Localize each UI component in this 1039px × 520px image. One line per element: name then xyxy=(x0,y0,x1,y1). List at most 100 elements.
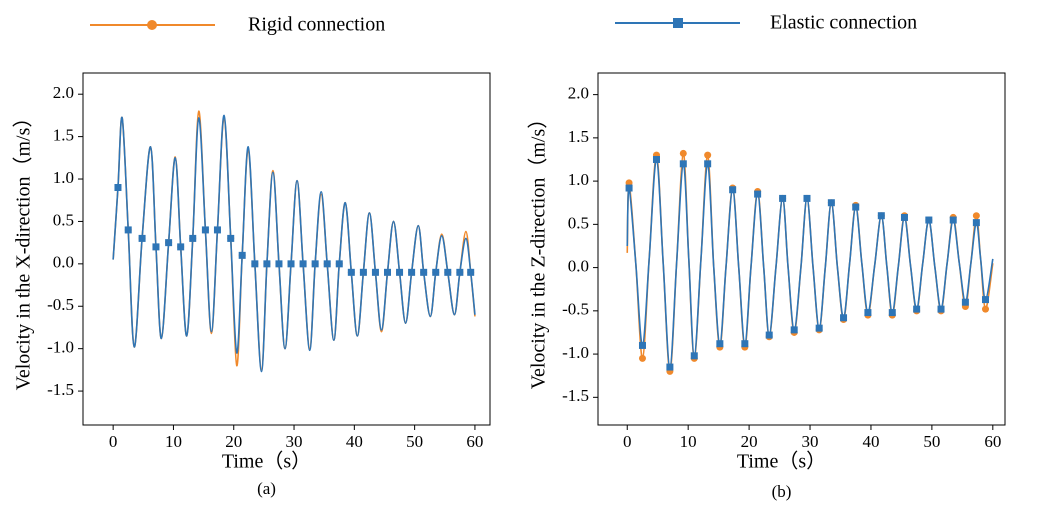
y-tick-label: 1.0 xyxy=(53,168,74,187)
x-tick-label: 60 xyxy=(984,432,1001,451)
marker xyxy=(114,184,122,192)
marker xyxy=(864,309,872,317)
marker xyxy=(396,268,404,276)
marker xyxy=(982,296,990,304)
marker xyxy=(467,268,475,276)
marker xyxy=(287,260,295,268)
marker xyxy=(359,268,367,276)
caption: (b) xyxy=(772,482,792,501)
marker xyxy=(840,314,848,322)
marker xyxy=(347,268,355,276)
marker xyxy=(704,151,712,159)
marker xyxy=(432,268,440,276)
y-tick-label: -1.0 xyxy=(562,343,589,362)
x-tick-label: 20 xyxy=(741,432,758,451)
x-tick-label: 50 xyxy=(406,432,423,451)
marker xyxy=(238,251,246,259)
plot-frame xyxy=(82,72,491,426)
marker xyxy=(972,219,980,227)
marker xyxy=(877,212,885,220)
marker xyxy=(227,234,235,242)
chart: -1.5 -1.0 -0.5 0.0 0.5 1.0 1.5 2.0 0 10 20 30 40 50 60… xyxy=(527,72,1006,501)
marker xyxy=(625,184,633,192)
marker xyxy=(311,260,319,268)
series-line xyxy=(112,114,476,373)
marker xyxy=(201,226,209,234)
marker xyxy=(275,260,283,268)
marker xyxy=(213,226,221,234)
x-tick-label: 20 xyxy=(225,432,242,451)
marker xyxy=(729,186,737,194)
y-tick-label: 2.0 xyxy=(568,84,589,103)
y-tick-label: 1.0 xyxy=(568,170,589,189)
marker xyxy=(299,260,307,268)
marker xyxy=(900,213,908,221)
marker xyxy=(138,234,146,242)
y-tick-label: 0.5 xyxy=(53,210,74,229)
marker xyxy=(652,155,660,163)
marker xyxy=(852,203,860,211)
marker xyxy=(335,260,343,268)
marker xyxy=(716,340,724,348)
marker xyxy=(815,324,823,332)
y-tick-label: -0.5 xyxy=(47,295,74,314)
marker xyxy=(704,160,712,168)
marker xyxy=(925,216,933,224)
legend-label: Rigid connection xyxy=(248,14,385,36)
marker xyxy=(679,149,687,157)
marker xyxy=(638,354,646,362)
marker xyxy=(937,305,945,313)
y-tick-label: -0.5 xyxy=(562,300,589,319)
marker xyxy=(982,305,990,313)
y-axis-label: Velocity in the X-direction（m/s） xyxy=(12,108,35,391)
marker xyxy=(152,243,160,251)
y-tick-label: -1.5 xyxy=(47,380,74,399)
x-axis-label: Time（s） xyxy=(737,450,826,473)
marker xyxy=(888,309,896,317)
marker xyxy=(790,326,798,334)
x-tick-label: 40 xyxy=(862,432,879,451)
marker xyxy=(638,341,646,349)
x-tick-label: 40 xyxy=(346,432,363,451)
marker xyxy=(371,268,379,276)
marker xyxy=(765,331,773,339)
marker xyxy=(444,268,452,276)
marker xyxy=(165,239,173,247)
y-tick-label: -1.0 xyxy=(47,338,74,357)
marker xyxy=(456,268,464,276)
legend: Rigid connection Elastic connection xyxy=(90,12,917,36)
marker xyxy=(124,226,132,234)
marker xyxy=(189,234,197,242)
marker xyxy=(961,298,969,306)
marker xyxy=(972,212,980,220)
marker xyxy=(323,260,331,268)
marker xyxy=(408,268,416,276)
x-tick-label: 0 xyxy=(109,432,118,451)
marker xyxy=(679,160,687,168)
x-tick-label: 60 xyxy=(466,432,483,451)
x-axis-label: Time（s） xyxy=(222,450,311,473)
x-tick-label: 30 xyxy=(802,432,819,451)
marker xyxy=(383,268,391,276)
marker xyxy=(741,340,749,348)
marker xyxy=(251,260,259,268)
legend-label: Elastic connection xyxy=(770,12,917,34)
x-tick-label: 0 xyxy=(623,432,632,451)
x-tick-label: 10 xyxy=(165,432,182,451)
legend-marker xyxy=(147,20,157,30)
marker xyxy=(690,352,698,360)
y-tick-label: 0.5 xyxy=(568,213,589,232)
marker xyxy=(827,199,835,207)
marker xyxy=(666,363,674,371)
marker xyxy=(754,190,762,198)
marker xyxy=(420,268,428,276)
caption: (a) xyxy=(257,479,276,498)
y-axis-label: Velocity in the Z-direction（m/s） xyxy=(527,109,550,390)
marker xyxy=(177,243,185,251)
plot-frame xyxy=(597,72,1006,426)
series-line xyxy=(626,158,994,368)
y-tick-label: 1.5 xyxy=(53,126,74,145)
marker xyxy=(779,194,787,202)
y-tick-label: 0.0 xyxy=(568,257,589,276)
